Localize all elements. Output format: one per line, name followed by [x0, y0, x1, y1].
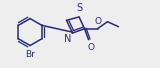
- Text: N: N: [64, 34, 71, 44]
- Text: Br: Br: [25, 50, 35, 59]
- Text: O: O: [87, 43, 94, 52]
- Text: O: O: [94, 17, 101, 26]
- Text: S: S: [76, 3, 82, 13]
